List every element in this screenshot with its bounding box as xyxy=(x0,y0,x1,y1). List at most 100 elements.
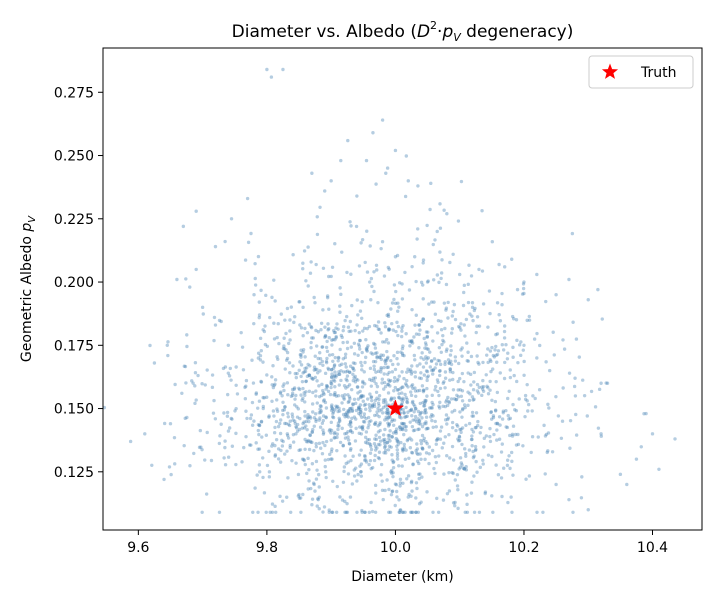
scatter-point xyxy=(554,292,558,297)
scatter-point xyxy=(364,338,368,342)
scatter-point xyxy=(447,401,451,405)
scatter-point xyxy=(290,415,295,419)
scatter-point xyxy=(379,370,383,374)
scatter-point xyxy=(405,378,409,383)
scatter-point xyxy=(531,394,535,398)
scatter-point xyxy=(172,435,177,440)
scatter-point xyxy=(350,387,354,392)
scatter-point xyxy=(426,330,430,334)
scatter-point xyxy=(345,346,350,351)
scatter-point xyxy=(438,226,443,230)
scatter-point xyxy=(513,432,518,437)
scatter-point xyxy=(418,388,422,393)
scatter-point xyxy=(363,402,368,407)
scatter-point xyxy=(297,448,301,453)
scatter-point xyxy=(486,392,491,396)
scatter-point xyxy=(478,431,482,435)
scatter-point xyxy=(371,359,376,364)
scatter-point xyxy=(322,398,326,402)
scatter-point xyxy=(330,510,334,514)
scatter-point xyxy=(571,320,575,324)
scatter-point xyxy=(276,457,281,461)
scatter-point xyxy=(375,396,379,400)
scatter-point xyxy=(371,376,376,381)
scatter-point xyxy=(424,427,428,431)
scatter-point xyxy=(225,392,230,397)
scatter-point xyxy=(567,497,571,502)
scatter-point xyxy=(476,423,480,428)
scatter-point xyxy=(331,415,335,419)
scatter-point xyxy=(341,443,345,448)
scatter-point xyxy=(443,370,448,374)
scatter-point xyxy=(414,420,419,424)
scatter-point xyxy=(307,419,311,424)
scatter-point xyxy=(365,346,369,350)
scatter-point xyxy=(422,436,426,441)
scatter-point xyxy=(522,343,526,347)
scatter-point xyxy=(239,330,243,335)
scatter-point xyxy=(459,430,463,435)
scatter-point xyxy=(383,340,387,344)
scatter-point xyxy=(200,305,205,310)
scatter-point xyxy=(276,447,281,451)
scatter-point xyxy=(491,353,496,358)
scatter-point xyxy=(307,467,311,472)
scatter-point xyxy=(470,480,474,484)
scatter-point xyxy=(442,441,446,445)
scatter-point xyxy=(270,510,275,514)
scatter-point xyxy=(300,398,304,402)
scatter-point xyxy=(493,348,497,352)
scatter-point xyxy=(318,404,323,408)
scatter-point xyxy=(490,398,494,403)
scatter-point xyxy=(400,385,404,390)
scatter-point xyxy=(455,422,459,427)
scatter-point xyxy=(410,370,414,374)
scatter-point xyxy=(323,371,328,376)
scatter-point xyxy=(481,384,486,389)
scatter-point xyxy=(222,456,226,460)
scatter-point xyxy=(321,308,325,312)
scatter-point xyxy=(312,482,316,487)
scatter-point xyxy=(494,379,498,384)
scatter-point xyxy=(352,368,356,372)
scatter-point xyxy=(290,393,295,398)
scatter-point xyxy=(292,387,296,391)
scatter-point xyxy=(411,428,416,433)
scatter-point xyxy=(315,232,320,237)
scatter-point xyxy=(391,423,396,427)
scatter-point xyxy=(471,430,476,434)
scatter-point xyxy=(495,438,499,442)
scatter-point xyxy=(330,457,334,461)
scatter-point xyxy=(347,410,352,414)
scatter-point xyxy=(393,148,398,153)
scatter-point xyxy=(332,330,337,335)
scatter-point xyxy=(258,358,263,362)
scatter-point xyxy=(457,434,462,439)
scatter-point xyxy=(410,450,414,455)
scatter-point xyxy=(417,419,421,424)
scatter-point xyxy=(506,351,510,355)
scatter-point xyxy=(416,409,421,414)
scatter-point xyxy=(455,484,460,488)
scatter-point xyxy=(323,325,327,329)
scatter-point xyxy=(500,291,504,296)
scatter-point xyxy=(347,395,352,399)
scatter-point xyxy=(437,345,442,350)
scatter-point xyxy=(495,421,499,425)
scatter-point xyxy=(368,458,373,463)
scatter-point xyxy=(390,435,394,439)
scatter-point xyxy=(365,441,369,445)
scatter-point xyxy=(275,398,279,402)
scatter-point xyxy=(458,410,462,414)
scatter-point xyxy=(385,411,389,416)
scatter-point xyxy=(389,396,394,400)
scatter-point xyxy=(604,381,608,385)
scatter-point xyxy=(380,488,385,493)
scatter-point xyxy=(434,425,438,429)
scatter-point xyxy=(468,392,472,396)
scatter-point xyxy=(406,410,410,414)
scatter-point xyxy=(301,334,305,338)
y-tick-label: 0.200 xyxy=(54,275,94,291)
scatter-point xyxy=(422,373,427,377)
scatter-point xyxy=(346,472,351,476)
